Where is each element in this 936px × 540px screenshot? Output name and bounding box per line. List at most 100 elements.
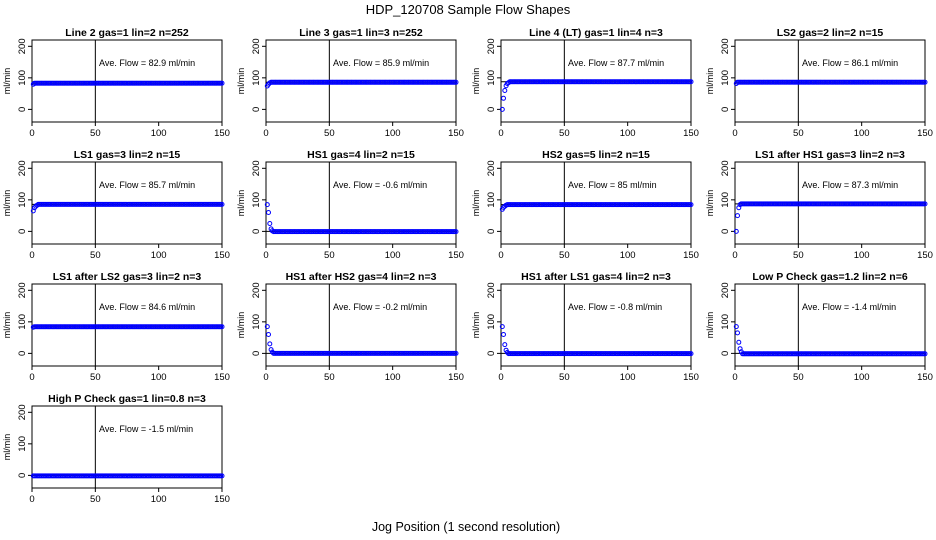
x-tick-label: 100 <box>620 128 636 139</box>
chart-panel: Line 4 (LT) gas=1 lin=4 n=3 0 50 100 150 0 100… <box>471 27 699 139</box>
panel-grid: Line 2 gas=1 lin=2 n=252 0 50 100 150 0 100 200… <box>2 27 933 505</box>
y-tick-label: 200 <box>17 404 28 420</box>
panel-title: Line 3 gas=1 lin=3 n=252 <box>299 27 423 39</box>
average-flow-annotation: Ave. Flow = 86.1 ml/min <box>802 58 898 68</box>
x-tick-label: 100 <box>151 250 167 261</box>
data-points <box>264 202 459 235</box>
y-tick-label: 0 <box>720 107 731 112</box>
x-tick-label: 100 <box>385 250 401 261</box>
chart-panel: HS1 after LS1 gas=4 lin=2 n=3 0 50 100 150 0 1… <box>471 271 699 383</box>
y-tick-label: 0 <box>17 229 28 234</box>
y-tick-label: 100 <box>486 314 497 330</box>
x-tick-label: 50 <box>324 250 335 261</box>
chart-panel: Line 2 gas=1 lin=2 n=252 0 50 100 150 0 100 200… <box>2 27 230 139</box>
data-point <box>499 106 505 112</box>
x-tick-label: 0 <box>498 372 503 383</box>
x-tick-label: 100 <box>385 128 401 139</box>
figure-title: HDP_120708 Sample Flow Shapes <box>366 2 571 17</box>
x-tick-label: 150 <box>917 250 933 261</box>
x-tick-label: 0 <box>732 128 737 139</box>
data-points <box>30 473 225 479</box>
y-tick-label: 200 <box>17 282 28 298</box>
y-tick-label: 0 <box>251 107 262 112</box>
y-tick-label: 100 <box>17 70 28 86</box>
y-tick-label: 200 <box>720 282 731 298</box>
x-tick-label: 0 <box>732 372 737 383</box>
y-axis-label: ml/min <box>705 68 715 95</box>
data-point <box>499 324 505 330</box>
panel-title: HS1 after HS2 gas=4 lin=2 n=3 <box>286 271 437 283</box>
x-tick-label: 150 <box>214 128 230 139</box>
y-tick-label: 0 <box>17 351 28 356</box>
y-axis-label: ml/min <box>2 312 12 339</box>
data-points <box>264 79 459 89</box>
data-point <box>733 324 739 330</box>
panel-title: Line 4 (LT) gas=1 lin=4 n=3 <box>529 27 663 39</box>
chart-panel: High P Check gas=1 lin=0.8 n=3 0 50 100 150 0… <box>2 393 230 505</box>
x-tick-label: 50 <box>90 128 101 139</box>
y-tick-label: 200 <box>486 160 497 176</box>
data-point <box>264 202 270 208</box>
data-points <box>30 80 225 87</box>
data-point <box>736 339 742 345</box>
average-flow-annotation: Ave. Flow = 82.9 ml/min <box>99 58 195 68</box>
x-tick-label: 100 <box>854 128 870 139</box>
data-point <box>453 229 459 235</box>
data-point <box>266 210 271 215</box>
y-tick-label: 100 <box>251 70 262 86</box>
x-tick-label: 50 <box>793 250 804 261</box>
average-flow-annotation: Ave. Flow = 84.6 ml/min <box>99 302 195 312</box>
chart-panel: HS1 gas=4 lin=2 n=15 0 50 100 150 0 100 200 ml/m… <box>236 149 464 261</box>
data-points <box>499 79 694 112</box>
chart-panel: LS1 gas=3 lin=2 n=15 0 50 100 150 0 100 200 ml/m… <box>2 149 230 261</box>
x-tick-label: 0 <box>29 494 34 505</box>
data-points <box>733 79 928 86</box>
data-point <box>453 79 459 85</box>
data-point <box>733 228 739 234</box>
panel-title: High P Check gas=1 lin=0.8 n=3 <box>48 393 206 405</box>
panel-title: LS1 gas=3 lin=2 n=15 <box>74 149 181 161</box>
average-flow-annotation: Ave. Flow = -1.4 ml/min <box>802 302 896 312</box>
y-axis-label: ml/min <box>236 68 246 95</box>
y-tick-label: 200 <box>17 160 28 176</box>
x-tick-label: 100 <box>854 250 870 261</box>
x-tick-label: 150 <box>683 372 699 383</box>
chart-panel: LS2 gas=2 lin=2 n=15 0 50 100 150 0 100 200 ml/m… <box>705 27 933 139</box>
figure-x-label: Jog Position (1 second resolution) <box>372 520 560 534</box>
y-tick-label: 0 <box>720 351 731 356</box>
x-tick-label: 50 <box>559 128 570 139</box>
x-tick-label: 0 <box>498 250 503 261</box>
data-point <box>267 221 273 226</box>
x-tick-label: 0 <box>29 372 34 383</box>
data-point <box>264 324 270 330</box>
data-point <box>501 332 506 337</box>
x-tick-label: 0 <box>263 372 268 383</box>
data-point <box>266 332 271 337</box>
chart-panel: Line 3 gas=1 lin=3 n=252 0 50 100 150 0 100 200… <box>236 27 464 139</box>
y-tick-label: 200 <box>720 160 731 176</box>
data-points <box>264 324 459 356</box>
y-tick-label: 0 <box>17 473 28 478</box>
average-flow-annotation: Ave. Flow = -1.5 ml/min <box>99 424 193 434</box>
x-tick-label: 150 <box>214 372 230 383</box>
x-tick-label: 100 <box>385 372 401 383</box>
x-tick-label: 100 <box>151 128 167 139</box>
y-tick-label: 200 <box>251 282 262 298</box>
x-tick-label: 0 <box>498 128 503 139</box>
data-point <box>219 201 225 207</box>
data-point <box>453 350 459 356</box>
y-tick-label: 100 <box>720 314 731 330</box>
x-tick-label: 50 <box>324 372 335 383</box>
x-tick-label: 50 <box>90 250 101 261</box>
data-point <box>688 79 694 85</box>
x-tick-label: 150 <box>448 128 464 139</box>
data-point <box>219 80 225 86</box>
chart-panel: LS1 after HS1 gas=3 lin=2 n=3 0 50 100 150 0 1… <box>705 149 933 261</box>
y-axis-label: ml/min <box>471 68 481 95</box>
x-tick-label: 150 <box>214 250 230 261</box>
x-tick-label: 0 <box>263 250 268 261</box>
y-tick-label: 200 <box>17 38 28 54</box>
y-axis-label: ml/min <box>236 312 246 339</box>
y-axis-label: ml/min <box>2 68 12 95</box>
